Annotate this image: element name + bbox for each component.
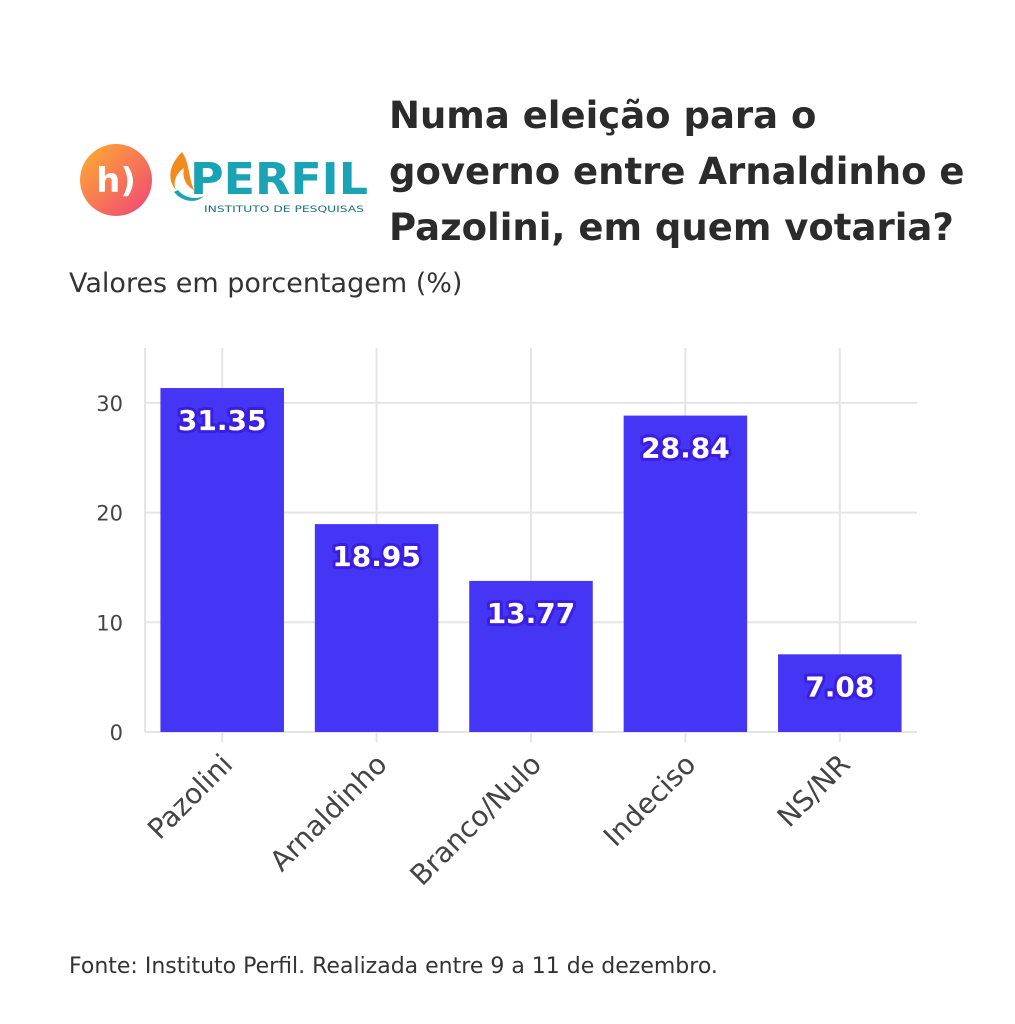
bar-value-label: 31.35: [178, 404, 267, 437]
bar-chart: 31.35 18.95 13.77 28.84 7.08 0 10 20 30 Pazolin…: [96, 348, 917, 892]
bar: [778, 654, 902, 732]
perfil-logo-text: PERFIL: [190, 154, 368, 205]
x-tick-label: NS/NR: [771, 748, 857, 834]
bar-value-labels: 31.35 18.95 13.77 28.84 7.08: [175, 401, 877, 706]
y-axis-ticks: 0 10 20 30: [96, 392, 123, 745]
bar: [623, 415, 748, 732]
x-tick-label: Pazolini: [141, 748, 239, 846]
hora-logo: h): [80, 144, 152, 216]
bar: [160, 388, 284, 732]
bar-value-label: 28.84: [641, 432, 730, 465]
perfil-logo-tagline: INSTITUTO DE PESQUISAS: [204, 205, 364, 215]
y-tick-label: 30: [96, 392, 123, 416]
bar: [314, 524, 439, 732]
bars: [160, 388, 902, 732]
bar-value-label: 13.77: [487, 597, 576, 630]
bar-value-label: 18.95: [332, 540, 421, 573]
y-tick-label: 10: [96, 611, 123, 635]
y-tick-label: 0: [110, 721, 123, 745]
x-axis-ticks: Pazolini Arnaldinho Branco/Nulo Indeciso NS/…: [141, 748, 857, 892]
hora-logo-text: h): [96, 161, 136, 201]
x-tick-label: Arnaldinho: [263, 748, 393, 878]
x-tick-label: Branco/Nulo: [404, 748, 548, 892]
chart-subtitle: Valores em porcentagem (%): [69, 268, 463, 299]
perfil-logo: PERFIL INSTITUTO DE PESQUISAS: [170, 152, 368, 215]
x-tick-label: Indeciso: [597, 748, 702, 853]
perfil-flame-mark: [170, 152, 194, 190]
bar: [469, 580, 593, 732]
y-tick-label: 20: [96, 502, 123, 526]
chart-title: Numa eleição para o governo entre Arnald…: [389, 94, 965, 249]
bar-value-label: 7.08: [805, 670, 874, 703]
source-caption: Fonte: Instituto Perfil. Realizada entre…: [69, 954, 718, 979]
